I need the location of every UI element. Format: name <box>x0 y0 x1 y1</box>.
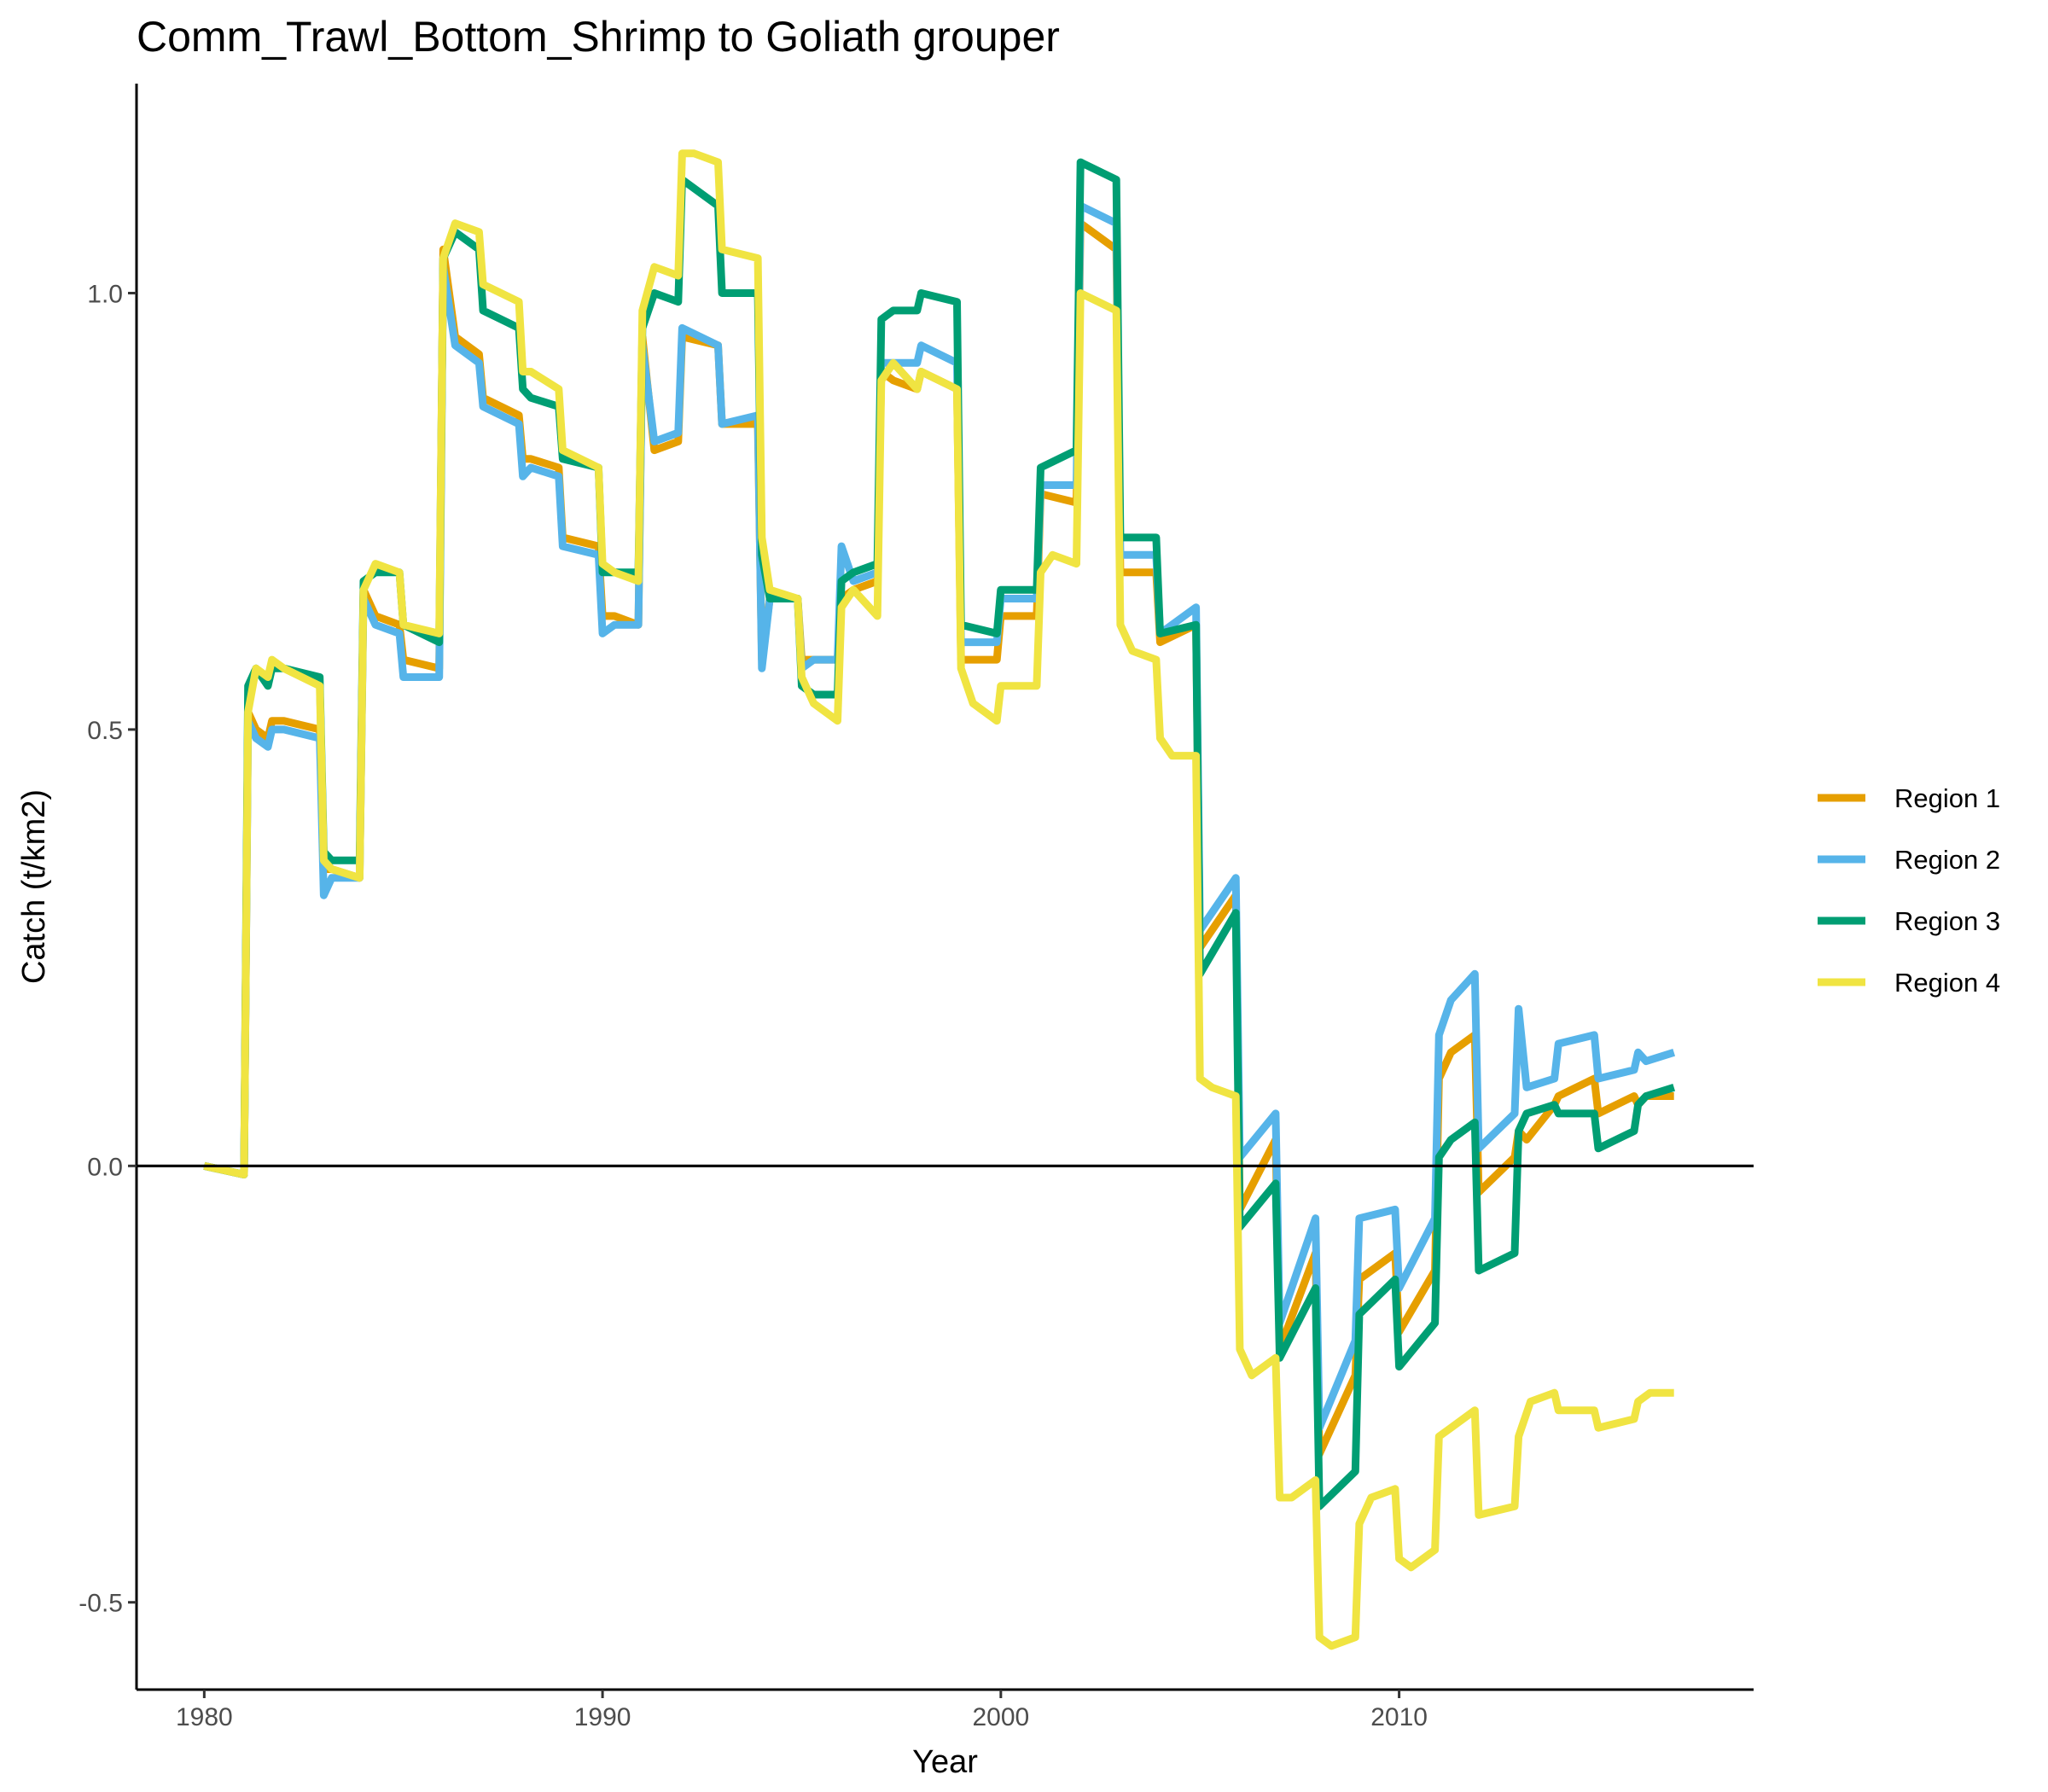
y-tick-label: -0.5 <box>79 1590 123 1618</box>
y-axis-title: Catch (t/km2) <box>16 789 52 984</box>
x-tick-label: 2010 <box>1370 1703 1428 1731</box>
series-line-region-4 <box>203 149 1674 1650</box>
legend-label-region-1: Region 1 <box>1894 783 2000 813</box>
y-tick-label: 0.0 <box>87 1153 123 1181</box>
y-axis-ticks: -0.5 0.0 0.5 1.0 <box>79 280 137 1618</box>
legend-label-region-4: Region 4 <box>1894 968 2000 998</box>
chart-title: Comm_Trawl_Bottom_Shrimp to Goliath grou… <box>137 13 1060 61</box>
series-line-region-3 <box>203 158 1676 1510</box>
series-layer <box>203 149 1676 1650</box>
x-tick-label: 1990 <box>574 1703 631 1731</box>
x-axis-ticks: 1980 1990 2000 2010 <box>176 1690 1428 1731</box>
x-tick-label: 1980 <box>176 1703 233 1731</box>
x-tick-label: 2000 <box>972 1703 1029 1731</box>
legend-label-region-2: Region 2 <box>1894 845 2000 875</box>
x-axis-title: Year <box>912 1744 978 1780</box>
y-tick-label: 0.5 <box>87 717 123 745</box>
y-tick-label: 1.0 <box>87 280 123 308</box>
legend-label-region-3: Region 3 <box>1894 906 2000 936</box>
legend: Region 1 Region 2 Region 3 Region 4 <box>1818 783 2000 998</box>
series-line-region-1 <box>203 219 1674 1458</box>
series-line-region-2 <box>203 201 1676 1432</box>
